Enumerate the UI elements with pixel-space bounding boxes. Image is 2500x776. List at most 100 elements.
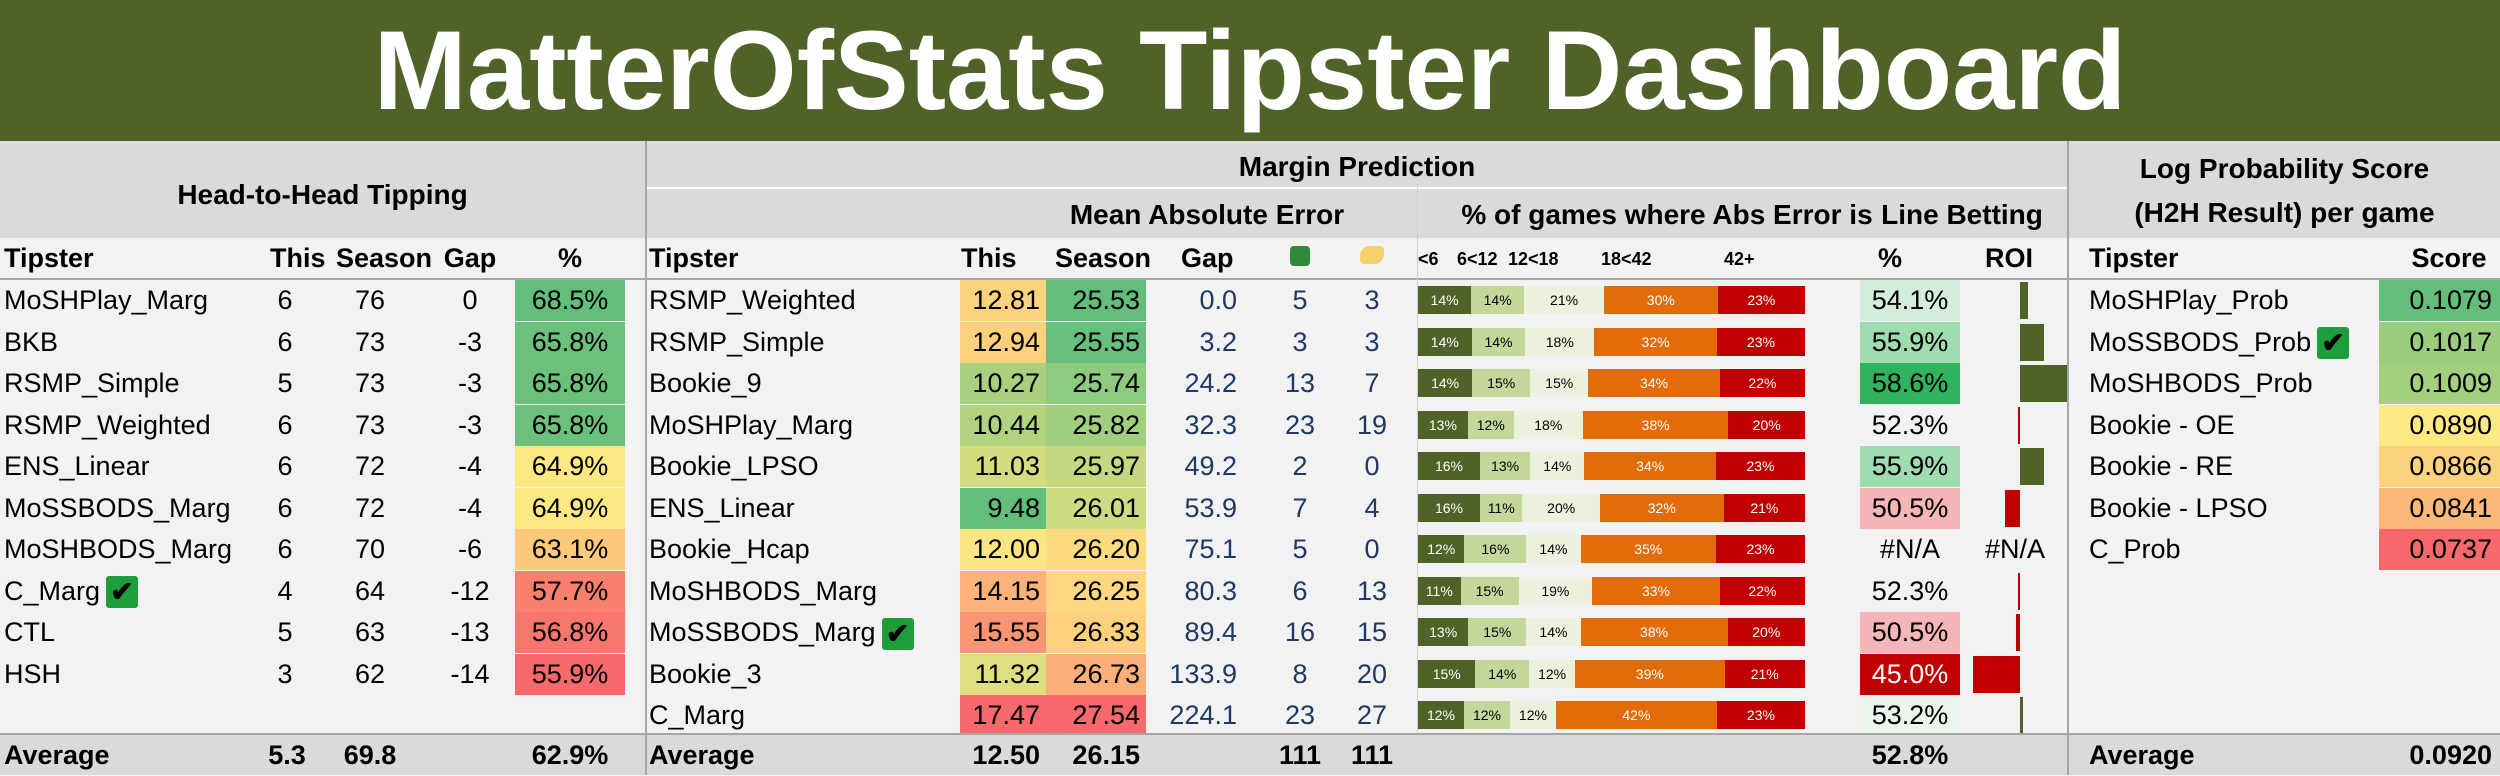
average-points: 111 xyxy=(1350,740,1394,770)
goals-value: 23 xyxy=(1284,409,1316,440)
error-bucket-segment: 15% xyxy=(1472,369,1531,397)
gap-value: 0 xyxy=(462,285,478,315)
subheader-divider xyxy=(647,187,2067,189)
pct-value: 57.7% xyxy=(515,570,625,612)
divider xyxy=(645,141,647,775)
average-goals: 111 xyxy=(1278,740,1322,770)
gap-value: 53.9 xyxy=(1184,492,1237,523)
error-bucket-segment: 13% xyxy=(1418,410,1468,439)
this-value: 10.44 xyxy=(960,404,1046,446)
error-bucket-segment: 14% xyxy=(1418,369,1473,397)
line-betting-pct: 53.2% xyxy=(1860,695,1960,736)
this-value: 11.32 xyxy=(960,653,1046,695)
column-header-this: This xyxy=(961,243,1017,273)
checkmark-icon: ✔ xyxy=(2317,327,2350,360)
error-bucket-segment: 23% xyxy=(1715,535,1805,563)
gap-value: -4 xyxy=(457,451,482,481)
error-bucket-segment: 16% xyxy=(1464,535,1527,563)
avg-divider xyxy=(2069,733,2500,735)
this-value: 6 xyxy=(277,451,293,481)
this-value: 6 xyxy=(277,285,293,315)
column-header-score: Score xyxy=(2411,243,2487,273)
error-bucket-segment: 42% xyxy=(1555,701,1717,729)
roi-value: #N/A xyxy=(1984,534,2046,564)
tipster-name: C_Marg ✔ xyxy=(4,571,254,612)
margin-panel: Margin Prediction Mean Absolute Error % of… xyxy=(647,141,2067,775)
season-value: 73 xyxy=(354,326,386,357)
points-value: 0 xyxy=(1364,451,1380,481)
roi-bar xyxy=(2020,448,2044,485)
pct-value: 68.5% xyxy=(515,280,625,321)
tipster-name: MoSHBODS_Prob xyxy=(2089,368,2313,398)
goals-value: 5 xyxy=(1292,534,1308,564)
tipster-name: HSH xyxy=(4,658,62,689)
line-betting-pct: 58.6% xyxy=(1860,363,1960,404)
tipster-name: MoSHBODS_Marg xyxy=(649,575,878,606)
error-bucket-segment: 12% xyxy=(1418,701,1464,729)
column-header-gap: Gap xyxy=(1181,243,1234,273)
error-bucket-segment: 20% xyxy=(1728,410,1805,439)
score-value: 0.0841 xyxy=(2379,487,2500,529)
score-value: 0.0866 xyxy=(2379,446,2500,487)
goals-value: 2 xyxy=(1292,451,1308,481)
points-icon xyxy=(1360,246,1384,264)
divider xyxy=(2067,141,2069,775)
tipster-name: Bookie_LPSO xyxy=(649,451,819,481)
error-bucket-segment: 19% xyxy=(1518,576,1593,605)
pct-value: 63.1% xyxy=(515,529,625,570)
season-value: 72 xyxy=(354,451,386,481)
line-betting-pct: 55.9% xyxy=(1860,321,1960,363)
gap-value: -13 xyxy=(450,617,490,647)
abs-error-group-title: % of games where Abs Error is xyxy=(1461,199,1873,230)
season-value: 72 xyxy=(354,492,386,523)
roi-bar xyxy=(2020,282,2029,319)
tipster-name: C_Marg xyxy=(649,700,746,730)
season-value: 76 xyxy=(354,285,386,315)
this-value: 15.55 xyxy=(960,612,1046,653)
points-value: 0 xyxy=(1364,534,1380,564)
error-bucket-segment: 38% xyxy=(1580,618,1728,646)
season-value: 26.25 xyxy=(1046,570,1146,612)
gap-value: 89.4 xyxy=(1184,617,1237,647)
season-value: 25.82 xyxy=(1046,404,1146,446)
tipster-name: MoSHPlay_Marg xyxy=(649,409,854,440)
error-bucket-segment: 12% xyxy=(1467,410,1514,439)
this-value: 14.15 xyxy=(960,570,1046,612)
this-value: 17.47 xyxy=(960,695,1046,736)
points-value: 15 xyxy=(1356,617,1388,647)
line-betting-pct: 50.5% xyxy=(1860,612,1960,653)
checkmark-icon: ✔ xyxy=(106,576,139,609)
error-bucket-segment: 15% xyxy=(1460,576,1519,605)
season-value: 63 xyxy=(354,617,386,647)
goals-icon xyxy=(1290,246,1310,266)
season-value: 62 xyxy=(354,658,386,689)
average-this: 5.3 xyxy=(268,740,306,770)
roi-bar xyxy=(2020,323,2044,361)
tipster-name: RSMP_Weighted xyxy=(649,285,856,315)
season-value: 64 xyxy=(354,575,386,606)
header-divider xyxy=(647,278,2067,280)
header-band xyxy=(0,141,645,249)
error-bucket-segment: 33% xyxy=(1592,576,1720,605)
bucket-label: <6 xyxy=(1418,249,1439,269)
tipster-name: MoSSBODS_Marg ✔ xyxy=(649,612,949,653)
tipster-name: Bookie_9 xyxy=(649,368,762,398)
tipster-name: BKB xyxy=(4,326,59,357)
tipster-name: ENS_Linear xyxy=(4,451,150,481)
error-bucket-segment: 11% xyxy=(1418,576,1461,605)
column-header-pct: % xyxy=(557,243,582,273)
gap-value: -4 xyxy=(457,492,482,523)
bucket-label: 12<18 xyxy=(1508,249,1559,269)
error-bucket-segment: 21% xyxy=(1524,286,1604,314)
gap-value: 3.2 xyxy=(1199,326,1237,357)
column-header-tipster: Tipster xyxy=(649,243,739,273)
error-bucket-segment: 11% xyxy=(1479,493,1523,522)
goals-value: 6 xyxy=(1292,575,1308,606)
this-value: 10.27 xyxy=(960,363,1046,404)
tipster-name: MoSSBODS_Marg xyxy=(4,492,231,523)
tipster-name: Bookie_Hcap xyxy=(649,534,810,564)
line-betting-pct: 52.3% xyxy=(1860,570,1960,612)
h2h-panel: Head-to-Head Tipping Tipster This Season Gap… xyxy=(0,141,645,775)
average-score: 0.0920 xyxy=(2409,740,2492,770)
this-value: 6 xyxy=(277,326,293,357)
